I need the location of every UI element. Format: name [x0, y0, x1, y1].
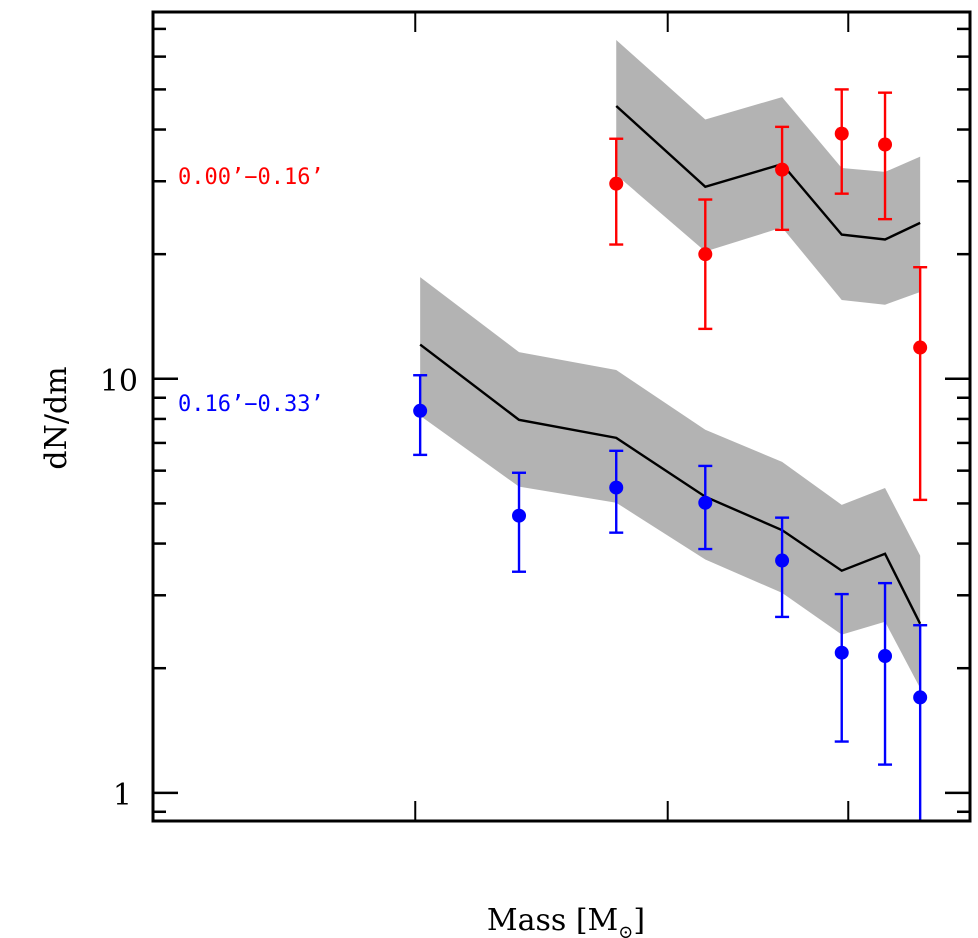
data-point-series-1	[512, 471, 527, 573]
marker	[834, 645, 849, 660]
model-band-series-0	[616, 40, 921, 305]
x-axis-label: Mass [M⊙]	[487, 903, 645, 938]
marker	[698, 247, 713, 262]
marker	[913, 690, 928, 705]
series-label-inner: 0.00’−0.16’	[178, 165, 324, 190]
plot-frame	[151, 10, 972, 823]
marker	[834, 126, 849, 141]
data-point-series-0	[775, 125, 790, 232]
data-point-series-1	[913, 624, 928, 821]
data-point-series-1	[878, 581, 893, 766]
data-points	[413, 88, 928, 821]
data-point-series-1	[775, 516, 790, 619]
data-point-series-0	[834, 88, 849, 195]
data-point-series-1	[609, 449, 624, 534]
model-band-series-1	[420, 277, 921, 689]
marker	[609, 176, 624, 191]
marker	[878, 649, 893, 664]
model-line-series-0	[615, 105, 921, 241]
model-bands	[420, 40, 921, 689]
marker	[609, 480, 624, 495]
data-point-series-0	[878, 91, 893, 221]
marker	[775, 553, 790, 568]
data-point-series-0	[913, 266, 928, 502]
labels: 0.00’−0.16’ 0.16’−0.33’ dN/dm Mass [M⊙] …	[39, 165, 645, 938]
y-axis-label: dN/dm	[39, 366, 74, 469]
marker	[878, 137, 893, 152]
model-lines	[419, 105, 922, 625]
marker	[698, 495, 713, 510]
data-point-series-1	[698, 464, 713, 551]
data-point-series-0	[698, 198, 713, 331]
y-tick-label-1: 1	[113, 778, 132, 813]
x-axis-label-close: ]	[633, 903, 645, 938]
data-point-series-1	[834, 592, 849, 743]
marker	[512, 508, 527, 523]
data-point-series-1	[413, 374, 428, 457]
x-axis-label-main: Mass [M	[487, 903, 618, 938]
marker	[413, 403, 428, 418]
model-line-series-1	[419, 343, 922, 625]
series-label-outer: 0.16’−0.33’	[178, 392, 324, 417]
marker	[913, 340, 928, 355]
y-tick-label-10: 10	[100, 364, 138, 399]
data-point-series-0	[609, 137, 624, 246]
marker	[775, 162, 790, 177]
plot-border	[151, 10, 972, 823]
x-axis-label-sun-symbol: ⊙	[618, 922, 633, 938]
